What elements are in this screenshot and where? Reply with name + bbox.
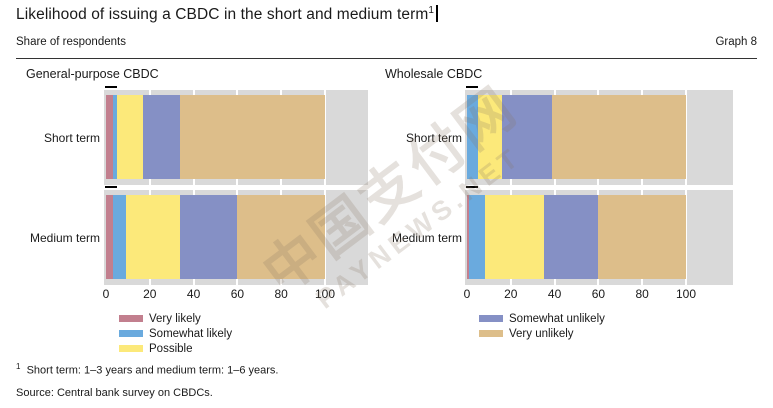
bar-segment-possible [116,95,144,179]
bar-segment-very-likely [106,95,113,179]
bar-segment-possible [484,195,544,279]
bar-segment-somewhat-unlikely [543,195,599,279]
bar-segment-very-likely [467,195,470,279]
legend-chip-very-likely [119,315,143,322]
category-label-medium-term: Medium term [29,231,100,245]
legend-label: Somewhat likely [149,327,233,340]
x-tick-label: 0 [102,287,110,301]
panel-title: General-purpose CBDC [26,67,159,81]
bar-segment-somewhat-likely [469,195,485,279]
legend-item-very-likely: Very likely [119,311,232,326]
bar-segment-possible [125,195,181,279]
legend-label: Somewhat unlikely [509,312,605,325]
bar-segment-very-unlikely [598,195,686,279]
legend-label: Very likely [149,312,201,325]
bar-segment-somewhat-unlikely [180,195,238,279]
stacked-bar-medium-term [467,195,686,279]
x-tick-label: 0 [463,287,471,301]
footnote-text: Short term: 1–3 years and medium term: 1… [26,364,279,377]
x-tick-label: 20 [504,287,518,301]
footnote: 1 Short term: 1–3 years and medium term:… [16,362,278,377]
bar-segment-somewhat-likely [112,195,126,279]
legend-chip-very-unlikely [479,330,503,337]
bar-segment-somewhat-likely [112,95,117,179]
legend-item-possible: Possible [119,341,232,356]
title-footnote-marker: 1 [428,5,435,16]
x-tick-label: 100 [314,287,336,301]
legend-item-somewhat-unlikely: Somewhat unlikely [479,311,605,326]
page-title: Likelihood of issuing a CBDC in the shor… [16,5,439,24]
category-label-short-term: Short term [405,131,462,145]
stacked-bar-short-term [467,95,686,179]
graph-number-label: Graph 8 [715,36,757,48]
legend-chip-possible [119,345,143,352]
x-tick-label: 20 [143,287,157,301]
stacked-bar-medium-term [106,195,325,279]
plot-area-medium-term [465,190,733,285]
legend-label: Very unlikely [509,327,574,340]
bar-segment-possible [477,95,503,179]
header-divider [16,58,757,59]
axis-tick-mark [105,86,117,88]
bar-segment-very-unlikely [180,95,325,179]
gridline [324,90,326,185]
category-label-medium-term: Medium term [391,231,462,245]
axis-tick-mark [466,86,478,88]
plot-area-medium-term [104,190,368,285]
legend-chip-somewhat-likely [119,330,143,337]
bar-segment-somewhat-unlikely [502,95,553,179]
title-text: Likelihood of issuing a CBDC in the shor… [16,6,429,24]
footnote-marker: 1 [16,362,21,371]
source-note: Source: Central bank survey on CBDCs. [16,387,213,399]
legend-item-somewhat-likely: Somewhat likely [119,326,232,341]
axis-unit-label: Share of respondents [16,36,126,48]
x-tick-label: 40 [547,287,562,301]
x-tick-label: 100 [675,287,697,301]
legend-likely-group: Very likely Somewhat likely Possible [119,311,232,356]
x-tick-label: 80 [274,287,288,301]
legend-label: Possible [149,342,193,355]
x-tick-label: 80 [635,287,649,301]
gridline [685,190,687,285]
category-label-short-term: Short term [43,131,100,145]
axis-tick-mark [466,186,478,188]
legend-chip-somewhat-unlikely [479,315,503,322]
gridline [685,90,687,185]
bar-segment-very-unlikely [237,195,325,279]
legend-item-very-unlikely: Very unlikely [479,326,605,341]
bar-segment-very-likely [106,195,113,279]
stacked-bar-short-term [106,95,325,179]
x-tick-label: 40 [186,287,201,301]
x-tick-label: 60 [230,287,245,301]
panel-title: Wholesale CBDC [385,67,483,81]
plot-area-short-term [465,90,733,185]
bar-segment-somewhat-unlikely [143,95,181,179]
axis-tick-mark [105,186,117,188]
legend-unlikely-group: Somewhat unlikely Very unlikely [479,311,605,341]
bar-segment-very-unlikely [552,95,686,179]
text-caret [436,5,439,23]
subtitle-row: Share of respondents Graph 8 [16,36,757,48]
bar-segment-somewhat-likely [467,95,478,179]
x-tick-label: 60 [591,287,606,301]
plot-area-short-term [104,90,368,185]
gridline [324,190,326,285]
